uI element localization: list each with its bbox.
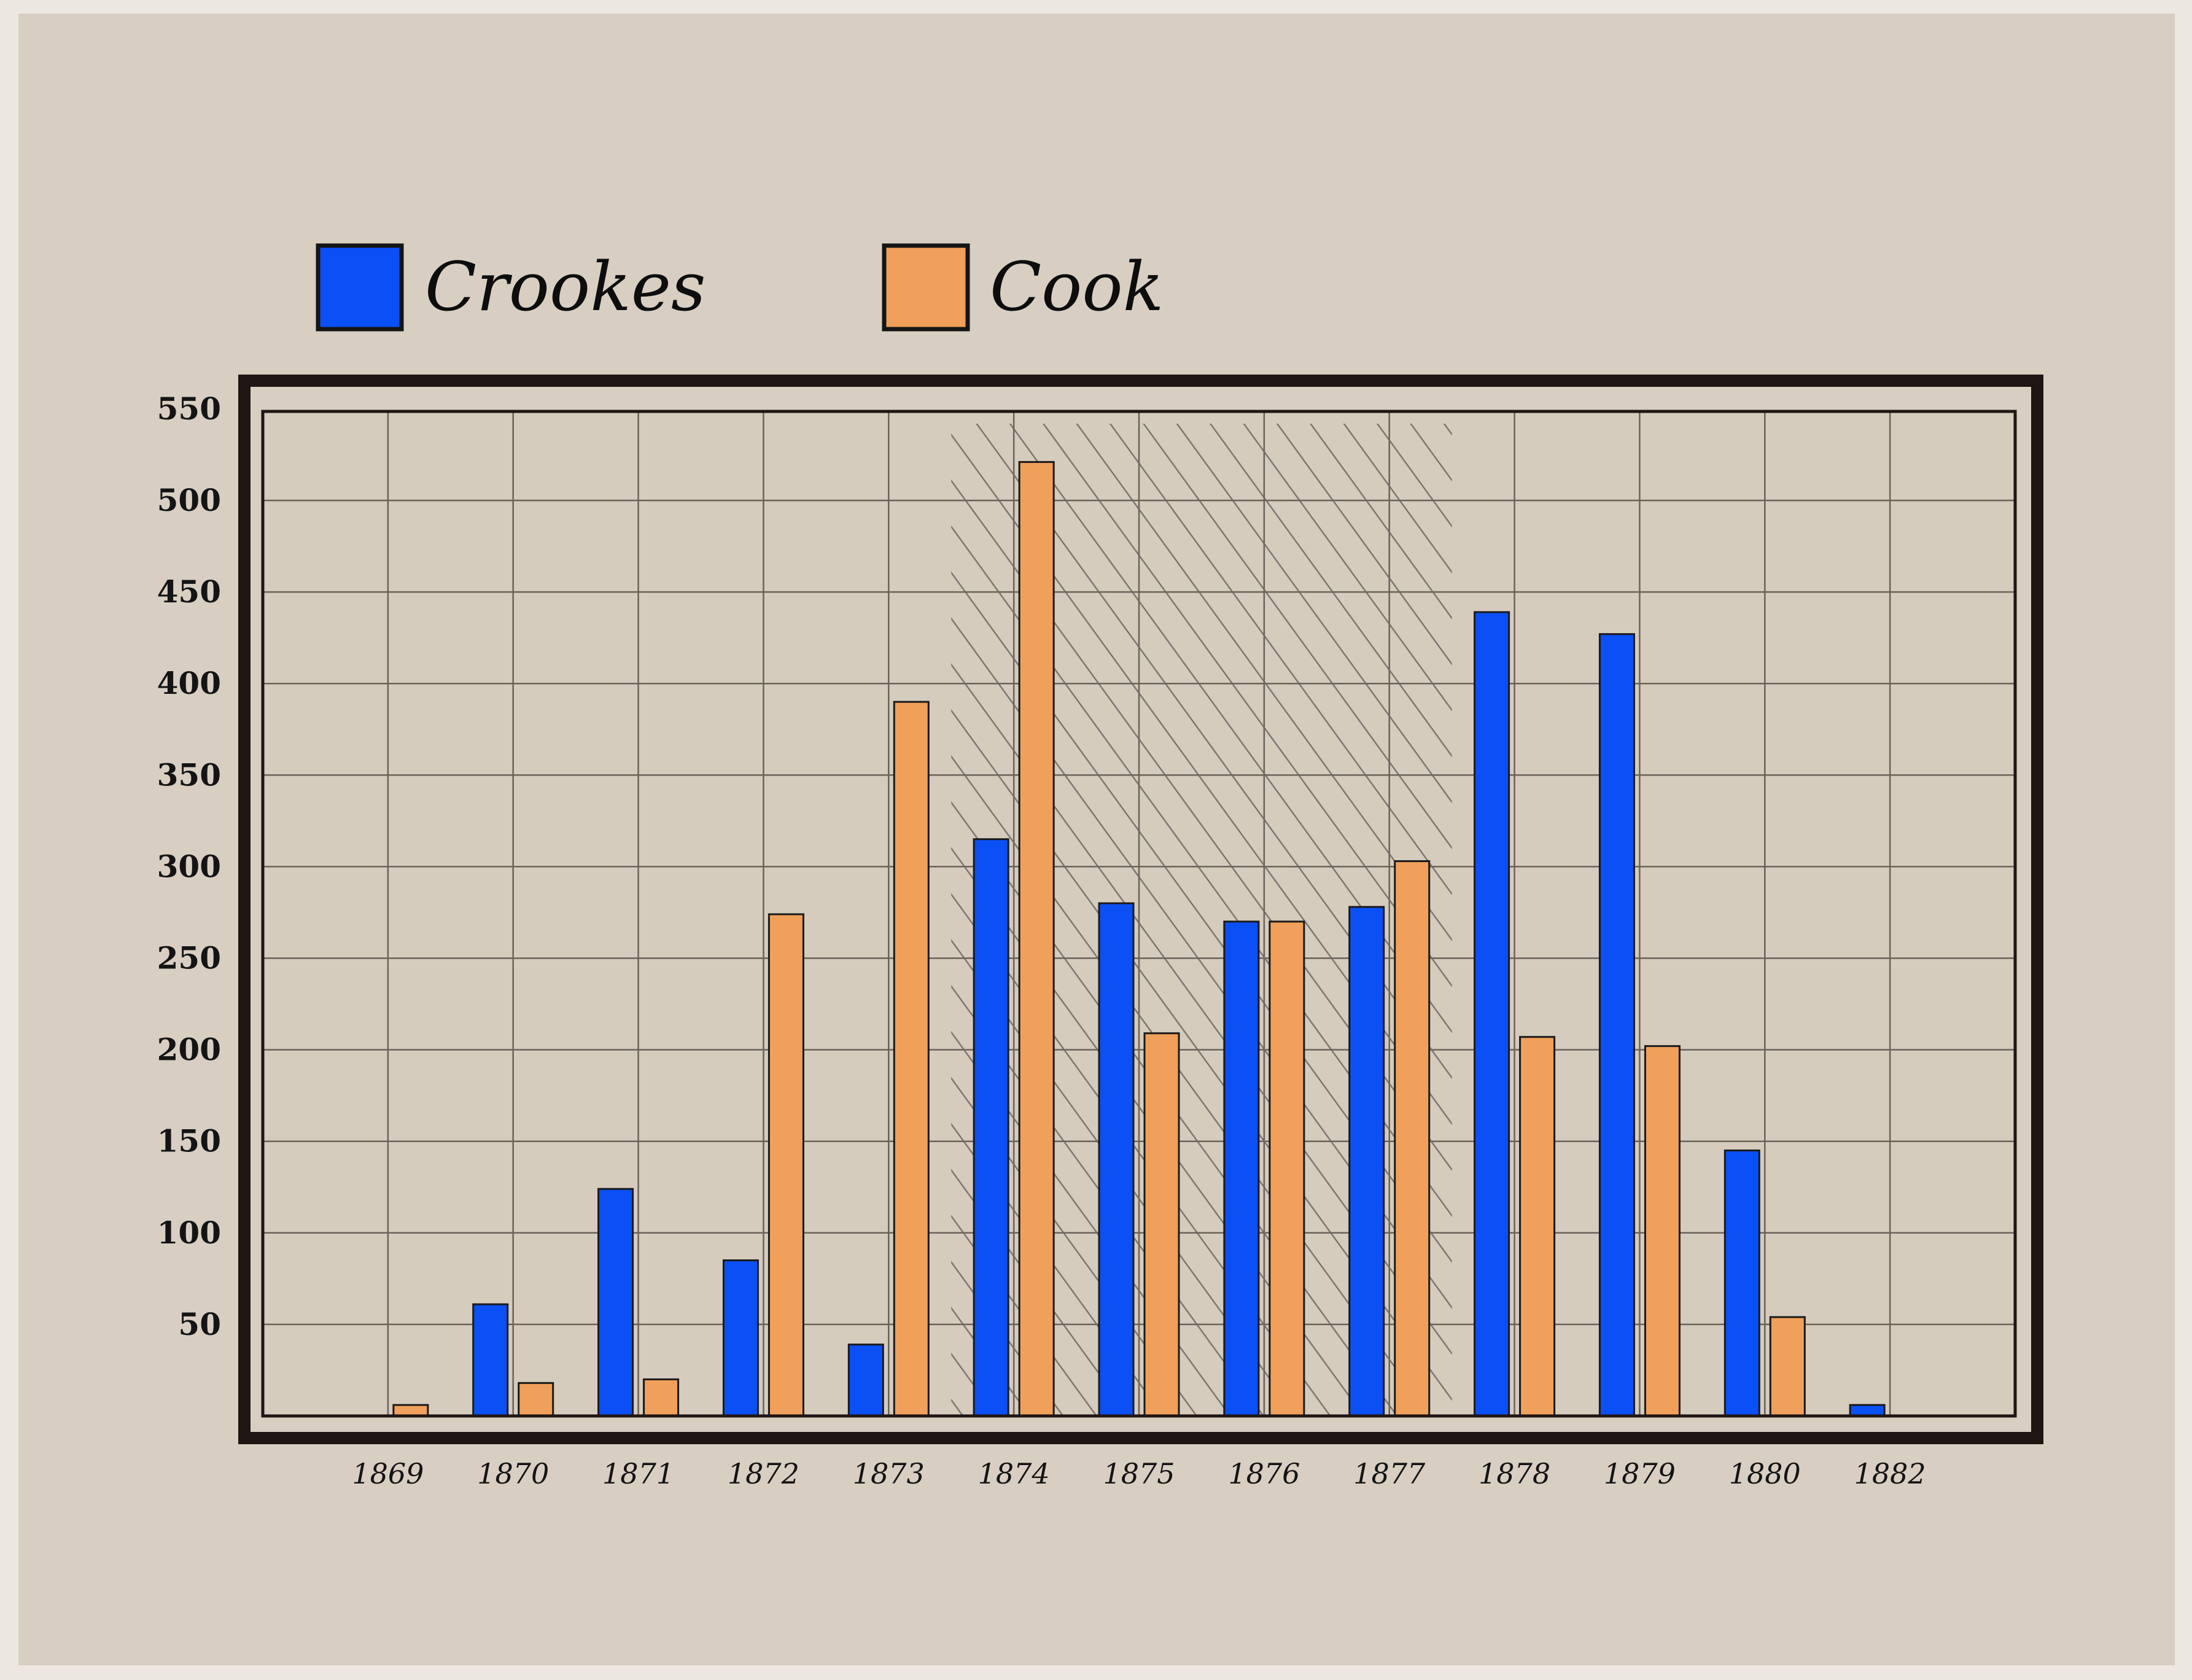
y-axis-ticks: 50 100 150 200 250 300 350 400 450 500 550 xyxy=(157,391,221,1342)
x-tick-label: 1874 xyxy=(978,1457,1050,1490)
plot-frame-outer xyxy=(238,375,2043,1444)
x-axis-ticks: 1869 1870 1871 1872 1873 1874 1875 1876 1877 1878… xyxy=(352,1457,1926,1490)
y-tick-label: 50 xyxy=(178,1306,221,1342)
bar-crookes-1875 xyxy=(1098,902,1135,1417)
x-tick-label: 1879 xyxy=(1604,1457,1676,1490)
bar-crookes-1873 xyxy=(847,1344,884,1417)
bar-cook-1880 xyxy=(1769,1316,1806,1417)
y-tick-label: 250 xyxy=(157,940,221,976)
bar-crookes-1880 xyxy=(1724,1149,1760,1417)
y-tick-label: 200 xyxy=(157,1032,221,1068)
bar-cook-1875 xyxy=(1143,1032,1180,1417)
bar-crookes-1874 xyxy=(973,838,1009,1417)
bar-cook-1874 xyxy=(1018,461,1055,1417)
y-tick-label: 350 xyxy=(157,756,221,793)
bar-crookes-1871 xyxy=(597,1188,634,1417)
legend-label-crookes: Crookes xyxy=(425,247,705,326)
x-tick-label: 1870 xyxy=(477,1457,549,1490)
bar-crookes-1878 xyxy=(1474,611,1510,1417)
y-tick-label: 500 xyxy=(157,482,221,518)
x-tick-label: 1876 xyxy=(1228,1457,1300,1490)
x-tick-label: 1869 xyxy=(352,1457,424,1490)
bars xyxy=(263,461,2015,1418)
bar-crookes-1876 xyxy=(1223,920,1260,1417)
y-tick-label: 550 xyxy=(157,391,221,427)
bar-crookes-1877 xyxy=(1348,906,1385,1417)
x-tick-label: 1875 xyxy=(1103,1457,1175,1490)
x-tick-label: 1882 xyxy=(1854,1457,1926,1490)
bar-cook-1879 xyxy=(1644,1045,1681,1417)
bar-cook-1869 xyxy=(392,1404,429,1417)
bar-cook-1870 xyxy=(518,1382,554,1417)
y-tick-label: 400 xyxy=(157,665,221,701)
bar-cook-1877 xyxy=(1394,860,1431,1417)
y-tick-label: 100 xyxy=(157,1215,221,1251)
x-tick-label: 1873 xyxy=(853,1457,925,1490)
y-tick-label: 150 xyxy=(157,1123,221,1159)
plot-frame-inner xyxy=(261,410,2017,1418)
legend-swatch-crookes xyxy=(316,243,404,332)
x-tick-label: 1872 xyxy=(728,1457,799,1490)
bar-cook-1873 xyxy=(893,701,930,1417)
bar-crookes-1872 xyxy=(722,1259,759,1417)
bar-crookes-1870 xyxy=(472,1303,509,1417)
legend-swatch-cook xyxy=(882,243,970,332)
y-tick-label: 450 xyxy=(157,574,221,610)
y-tick-label: 300 xyxy=(157,848,221,884)
x-tick-label: 1880 xyxy=(1729,1457,1801,1490)
bar-cook-1872 xyxy=(768,913,804,1417)
bar-cook-1871 xyxy=(643,1378,680,1417)
x-tick-label: 1877 xyxy=(1353,1457,1426,1490)
bar-crookes-1882 xyxy=(1849,1404,1886,1417)
legend-label-cook: Cook xyxy=(990,247,1164,326)
x-tick-label: 1878 xyxy=(1479,1457,1550,1490)
bar-cook-1876 xyxy=(1269,920,1305,1417)
bar-crookes-1879 xyxy=(1598,633,1635,1417)
bar-cook-1878 xyxy=(1519,1036,1556,1417)
legend: Crookes Cook xyxy=(316,243,1164,332)
x-tick-label: 1871 xyxy=(602,1457,674,1490)
